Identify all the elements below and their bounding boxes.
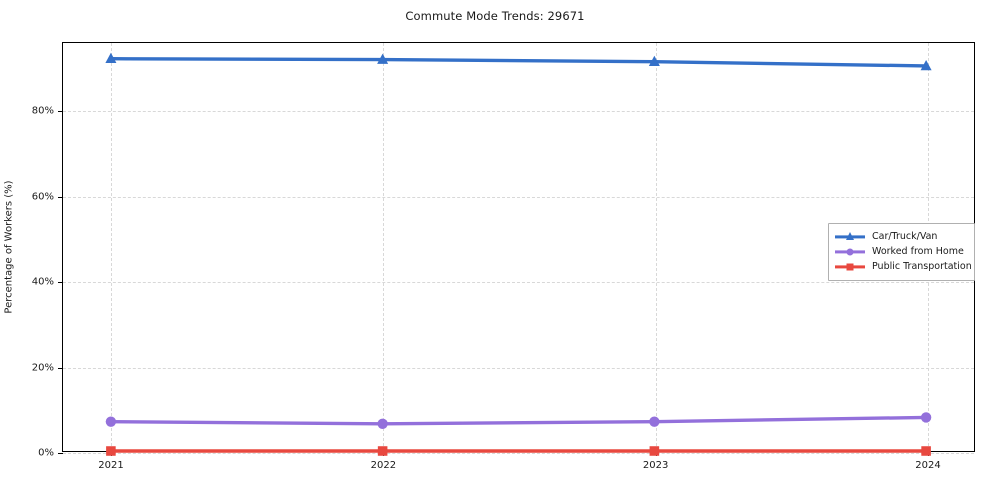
legend-label-home: Worked from Home (872, 246, 964, 257)
data-point-marker (377, 446, 388, 456)
page-title: Commute Mode Trends: 29671 (405, 9, 585, 23)
gridline-horizontal (63, 367, 974, 369)
gridline-horizontal (63, 453, 974, 454)
data-point-marker (377, 418, 388, 429)
gridline-horizontal (63, 111, 974, 113)
y-tick-label: 80% (31, 105, 54, 117)
y-tick-mark (58, 367, 63, 369)
transit-line-icon (835, 261, 865, 273)
data-point-marker (648, 55, 660, 66)
gridline-vertical (655, 43, 657, 451)
square-marker-icon (846, 263, 854, 270)
car-line-icon (835, 231, 865, 243)
plot-area: 0% 20% 40% 60% 80% 2021 2022 2023 2024 (32, 42, 975, 471)
gridline-vertical (111, 43, 112, 451)
y-tick-mark (58, 111, 63, 113)
y-tick-label: 0% (38, 447, 54, 459)
y-tick-label: 40% (31, 276, 54, 288)
y-tick-label: 20% (31, 362, 54, 374)
series-public-transportation (106, 446, 931, 456)
series-worked-from-home (105, 412, 932, 429)
series-line (110, 57, 927, 68)
data-point-marker (105, 52, 117, 64)
gridline-horizontal (63, 196, 974, 198)
y-tick-mark (58, 282, 63, 284)
triangle-marker-icon (846, 231, 854, 240)
gridline-horizontal (63, 282, 974, 284)
legend: Car/Truck/Van Worked from Home Public Tr… (828, 223, 975, 281)
legend-item-home[interactable]: Worked from Home (835, 244, 968, 259)
x-tick-label: 2023 (642, 460, 669, 471)
data-point-marker (106, 446, 116, 456)
home-line-icon (835, 246, 865, 258)
circle-marker-icon (846, 248, 854, 255)
series-layer (105, 52, 932, 456)
y-axis-label: Percentage of Workers (%) (3, 180, 15, 314)
legend-label-car: Car/Truck/Van (872, 231, 938, 242)
data-point-marker (921, 446, 931, 456)
data-point-marker (649, 416, 660, 427)
series-line (110, 415, 927, 426)
data-point-marker (920, 412, 932, 423)
x-tick-label: 2022 (370, 460, 397, 471)
gridline-vertical (383, 43, 385, 451)
y-tick-label: 60% (31, 191, 54, 203)
data-point-marker (920, 59, 932, 71)
legend-item-transit[interactable]: Public Transportation (835, 259, 972, 274)
data-point-marker (105, 416, 117, 427)
y-tick-mark (58, 196, 63, 198)
legend-label-transit: Public Transportation (872, 261, 972, 272)
data-point-marker (649, 446, 660, 456)
data-point-marker (377, 53, 389, 64)
x-tick-label: 2021 (98, 460, 124, 471)
x-tick-label: 2024 (915, 460, 941, 471)
legend-item-car[interactable]: Car/Truck/Van (835, 229, 968, 244)
series-car-truck-van (105, 52, 932, 71)
y-tick-mark (58, 453, 63, 454)
